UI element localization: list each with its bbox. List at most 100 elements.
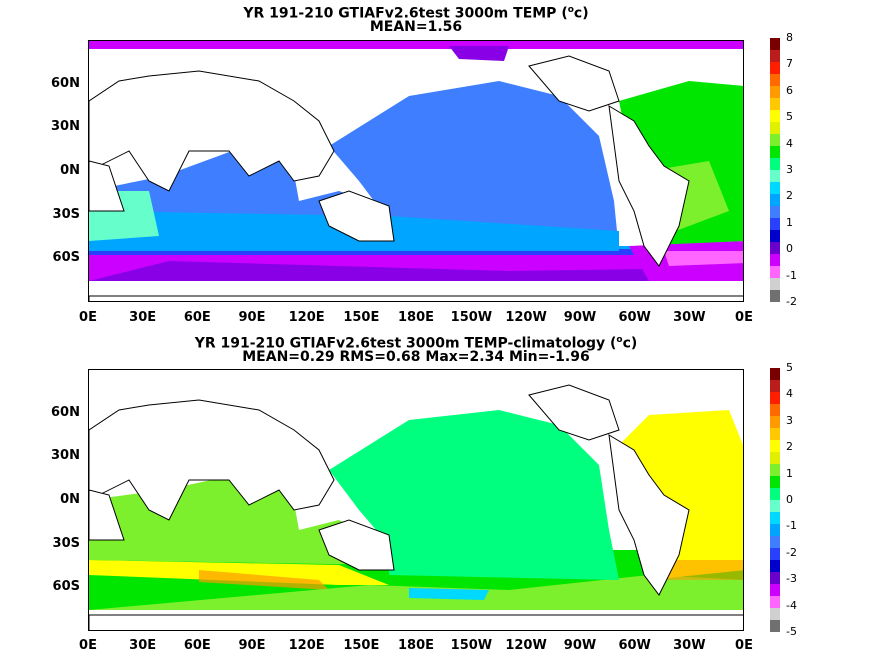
- x-tick-label: 30E: [129, 310, 157, 325]
- colorbar-segment: [770, 218, 780, 230]
- x-tick-label: 150E: [343, 310, 380, 325]
- colorbar-tick-label: 0: [786, 242, 793, 256]
- x-tick-label: 60E: [183, 638, 211, 653]
- colorbar-segment: [770, 290, 780, 302]
- colorbar-segment: [770, 86, 780, 98]
- x-tick-label: 60W: [618, 310, 651, 325]
- colorbar-segment: [770, 452, 780, 464]
- x-tick-label: 180E: [397, 310, 435, 325]
- x-tick-label: 30W: [673, 310, 706, 325]
- y-tick-label: 60N: [51, 404, 80, 420]
- x-tick-label: 0E: [735, 310, 753, 325]
- chart1-title: YR 191-210 GTIAFv2.6test 3000m TEMP (oc): [243, 5, 589, 22]
- colorbar-segment: [770, 230, 780, 242]
- colorbar-tick-label: 3: [786, 163, 793, 176]
- colorbar-segment: [770, 392, 780, 404]
- colorbar-segment: [770, 182, 780, 194]
- colorbar-tick-label: 6: [786, 83, 793, 97]
- chart2-land: [89, 384, 743, 630]
- colorbar-tick-label: 3: [786, 413, 793, 427]
- chart2-colorbar: [770, 368, 780, 632]
- colorbar-segment: [770, 122, 780, 134]
- x-tick-label: 0E: [79, 310, 97, 325]
- x-tick-label: 120E: [288, 638, 325, 653]
- colorbar-tick-label: -2: [786, 545, 797, 559]
- colorbar-tick-label: 2: [786, 189, 793, 203]
- chart2-map: [89, 370, 743, 630]
- x-tick-label: 120W: [505, 310, 547, 325]
- x-tick-label: 60W: [618, 638, 651, 653]
- colorbar-tick-label: -2: [786, 295, 797, 308]
- colorbar-segment: [770, 608, 780, 620]
- y-tick-label: 0N: [60, 163, 80, 178]
- colorbar-segment: [770, 560, 780, 572]
- x-tick-label: 0E: [79, 638, 97, 653]
- colorbar-segment: [770, 596, 780, 608]
- colorbar-segment: [770, 500, 780, 512]
- colorbar-tick-label: -5: [786, 625, 797, 638]
- y-tick-label: 0N: [60, 492, 80, 507]
- colorbar-segment: [770, 134, 780, 146]
- colorbar-segment: [770, 428, 780, 440]
- colorbar-segment: [770, 38, 780, 50]
- colorbar-tick-label: 8: [786, 31, 793, 44]
- x-tick-label: 150W: [450, 310, 493, 325]
- y-tick-label: 30S: [52, 206, 80, 222]
- colorbar-segment: [770, 440, 780, 452]
- colorbar-tick-label: 2: [786, 440, 793, 454]
- x-tick-label: 60E: [183, 310, 211, 325]
- colorbar-tick-label: -3: [786, 572, 797, 586]
- x-tick-label: 0E: [735, 638, 753, 653]
- x-tick-label: 30W: [673, 638, 706, 653]
- x-tick-label: 90E: [238, 638, 266, 653]
- colorbar-segment: [770, 242, 780, 254]
- colorbar-tick-label: 0: [786, 493, 793, 506]
- x-tick-label: 120W: [505, 638, 547, 653]
- chart1-subtitle: MEAN=1.56: [369, 19, 463, 35]
- colorbar-segment: [770, 584, 780, 596]
- chart2-subtitle: MEAN=0.29 RMS=0.68 Max=2.34 Min=-1.96: [242, 349, 590, 365]
- chart1-map-panel: [88, 40, 744, 302]
- colorbar-segment: [770, 50, 780, 62]
- colorbar-segment: [770, 536, 780, 548]
- chart2-map-panel: [88, 369, 744, 631]
- colorbar-tick-label: -1: [786, 519, 797, 533]
- x-tick-label: 30E: [129, 638, 157, 653]
- colorbar-segment: [770, 476, 780, 488]
- colorbar-segment: [770, 110, 780, 122]
- colorbar-tick-label: 4: [786, 136, 793, 150]
- chart1-colorbar: [770, 38, 780, 302]
- x-tick-label: 150W: [450, 638, 493, 653]
- colorbar-segment: [770, 194, 780, 206]
- colorbar-tick-label: 1: [786, 215, 793, 229]
- colorbar-segment: [770, 488, 780, 500]
- colorbar-segment: [770, 146, 780, 158]
- colorbar-tick-label: 7: [786, 57, 793, 71]
- colorbar-segment: [770, 158, 780, 170]
- colorbar-segment: [770, 206, 780, 218]
- colorbar-segment: [770, 512, 780, 524]
- y-tick-label: 60N: [51, 75, 80, 91]
- x-tick-label: 150E: [343, 638, 380, 653]
- colorbar-segment: [770, 74, 780, 86]
- chart1-land: [89, 55, 743, 301]
- colorbar-segment: [770, 62, 780, 74]
- colorbar-tick-label: -1: [786, 268, 797, 282]
- y-tick-label: 30N: [51, 448, 80, 464]
- y-tick-label: 30S: [52, 535, 80, 551]
- chart1-map: [89, 41, 743, 301]
- colorbar-segment: [770, 266, 780, 278]
- colorbar-segment: [770, 98, 780, 110]
- colorbar-segment: [770, 524, 780, 536]
- colorbar-segment: [770, 548, 780, 560]
- colorbar-tick-label: 4: [786, 387, 793, 401]
- x-tick-label: 180E: [397, 638, 435, 653]
- colorbar-segment: [770, 254, 780, 266]
- colorbar-segment: [770, 380, 780, 392]
- colorbar-segment: [770, 170, 780, 182]
- colorbar-tick-label: 5: [786, 110, 793, 124]
- y-tick-label: 60S: [52, 250, 80, 266]
- colorbar-segment: [770, 404, 780, 416]
- colorbar-segment: [770, 572, 780, 584]
- colorbar-segment: [770, 464, 780, 476]
